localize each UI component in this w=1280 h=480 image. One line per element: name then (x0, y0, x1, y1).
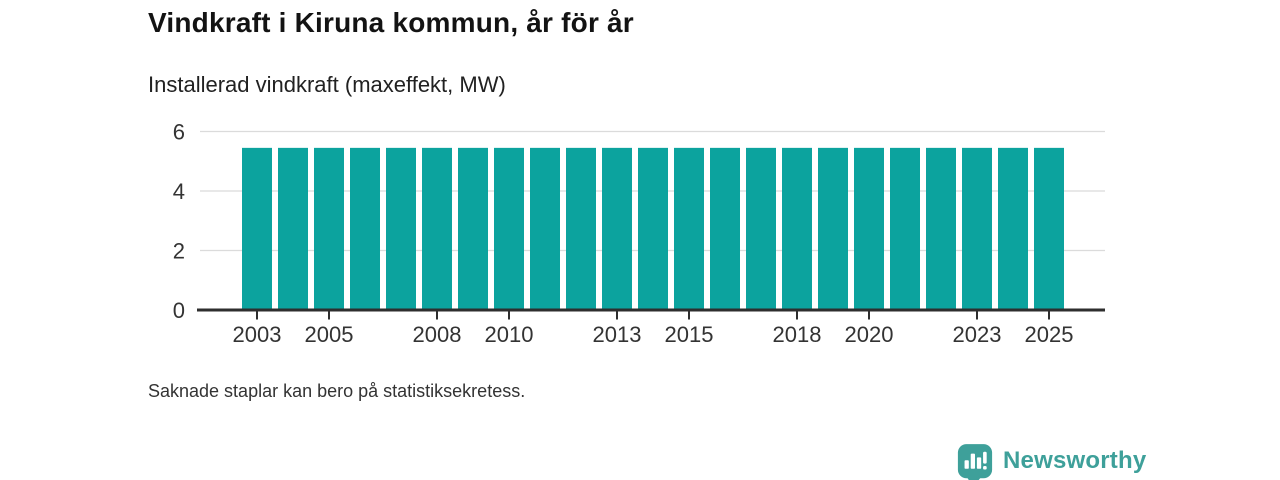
bar-2006 (350, 147, 380, 310)
bar-2011 (530, 147, 560, 310)
footnote: Saknade staplar kan bero på statistiksek… (148, 381, 526, 401)
bar-2003 (242, 147, 272, 310)
bar-2009 (458, 147, 488, 310)
x-tick-label-2025: 2025 (1025, 322, 1074, 347)
x-tick-label-2020: 2020 (845, 322, 894, 347)
y-tick-label-0: 0 (173, 298, 185, 323)
bar-2012 (566, 147, 596, 310)
bar-2019 (818, 147, 848, 310)
bar-2016 (710, 147, 740, 310)
y-tick-label-2: 2 (173, 239, 185, 264)
bar-2015 (674, 147, 704, 310)
bar-2007 (386, 147, 416, 310)
x-tick-label-2003: 2003 (233, 322, 282, 347)
bar-2024 (998, 147, 1028, 310)
bar-2022 (926, 147, 956, 310)
newsworthy-logo[interactable]: Newsworthy (956, 442, 1146, 480)
bar-2025 (1034, 147, 1064, 310)
bar-2013 (602, 147, 632, 310)
bar-2014 (638, 147, 668, 310)
x-tick-label-2013: 2013 (593, 322, 642, 347)
x-tick-label-2015: 2015 (665, 322, 714, 347)
y-tick-label-4: 4 (173, 179, 185, 204)
bar-2021 (890, 147, 920, 310)
newsworthy-wordmark: Newsworthy (1003, 447, 1147, 474)
bar-2005 (314, 147, 344, 310)
bar-2018 (782, 147, 812, 310)
chart-subtitle: Installerad vindkraft (maxeffekt, MW) (148, 72, 506, 97)
y-tick-label-6: 6 (173, 120, 185, 145)
x-tick-label-2010: 2010 (485, 322, 534, 347)
x-tick-label-2005: 2005 (305, 322, 354, 347)
bar-2017 (746, 147, 776, 310)
x-tick-label-2008: 2008 (413, 322, 462, 347)
x-tick-label-2023: 2023 (953, 322, 1002, 347)
bar-2008 (422, 147, 452, 310)
bar-2023 (962, 147, 992, 310)
x-tick-label-2018: 2018 (773, 322, 822, 347)
newsworthy-icon (957, 444, 993, 480)
bar-2004 (278, 147, 308, 310)
chart-title: Vindkraft i Kiruna kommun, år för år (148, 7, 634, 38)
bar-2010 (494, 147, 524, 310)
bar-2020 (854, 147, 884, 310)
